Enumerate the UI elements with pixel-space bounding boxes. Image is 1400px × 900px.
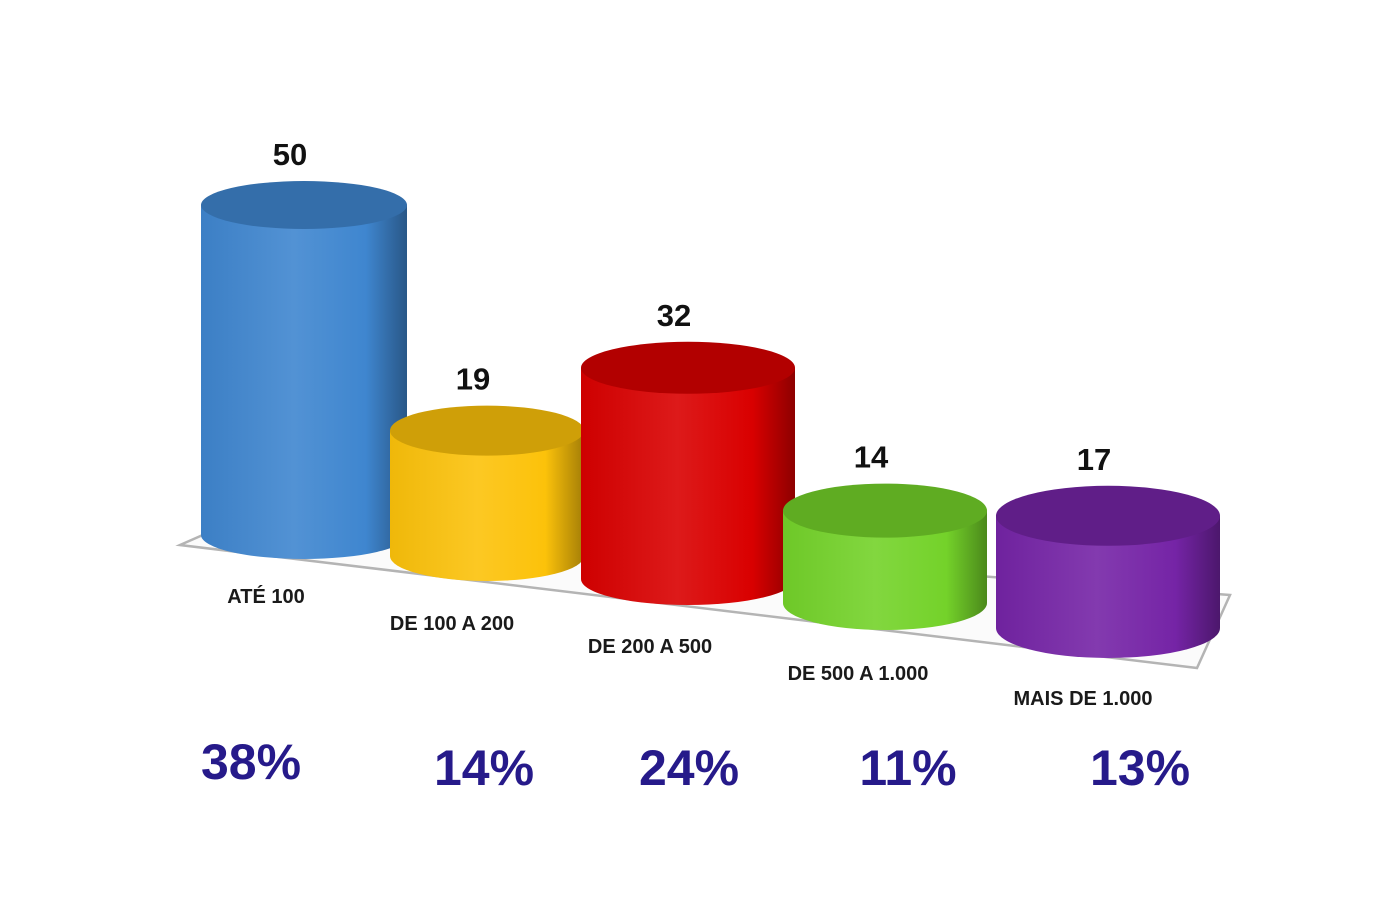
bar-5 [996, 485, 1220, 658]
percentage-label: 24% [639, 740, 739, 796]
value-label: 17 [1077, 442, 1111, 477]
category-label: DE 100 A 200 [390, 613, 514, 635]
category-label: ATÉ 100 [227, 585, 304, 608]
percentage-label: 38% [201, 734, 301, 790]
percentage-label: 11% [859, 740, 956, 796]
bar-body [201, 205, 407, 559]
bar-top [581, 341, 795, 394]
value-label: 50 [273, 137, 307, 172]
bar-top [996, 485, 1220, 546]
value-label: 14 [854, 440, 889, 475]
bar-3 [581, 341, 795, 605]
bar-top [390, 405, 584, 456]
category-label: DE 200 A 500 [588, 636, 712, 658]
labels-group: 50 ATÉ 100 38% 19 DE 100 A 200 14% 32 DE 200 A … [201, 137, 1190, 796]
category-label: MAIS DE 1.000 [1014, 688, 1153, 710]
bar-body [996, 515, 1220, 658]
bar-2 [390, 405, 584, 581]
bar-4 [783, 483, 987, 630]
bar-1 [201, 181, 407, 559]
bar-top [201, 181, 407, 229]
bar-body [783, 510, 987, 630]
value-label: 32 [657, 298, 691, 333]
percentage-label: 14% [434, 740, 534, 796]
value-label: 19 [456, 362, 490, 397]
category-label: DE 500 A 1.000 [788, 663, 929, 685]
bar-top [783, 483, 987, 538]
bar-body [581, 367, 795, 605]
bar-body [390, 430, 584, 581]
bars-group [201, 181, 1220, 658]
percentage-label: 13% [1090, 740, 1190, 796]
